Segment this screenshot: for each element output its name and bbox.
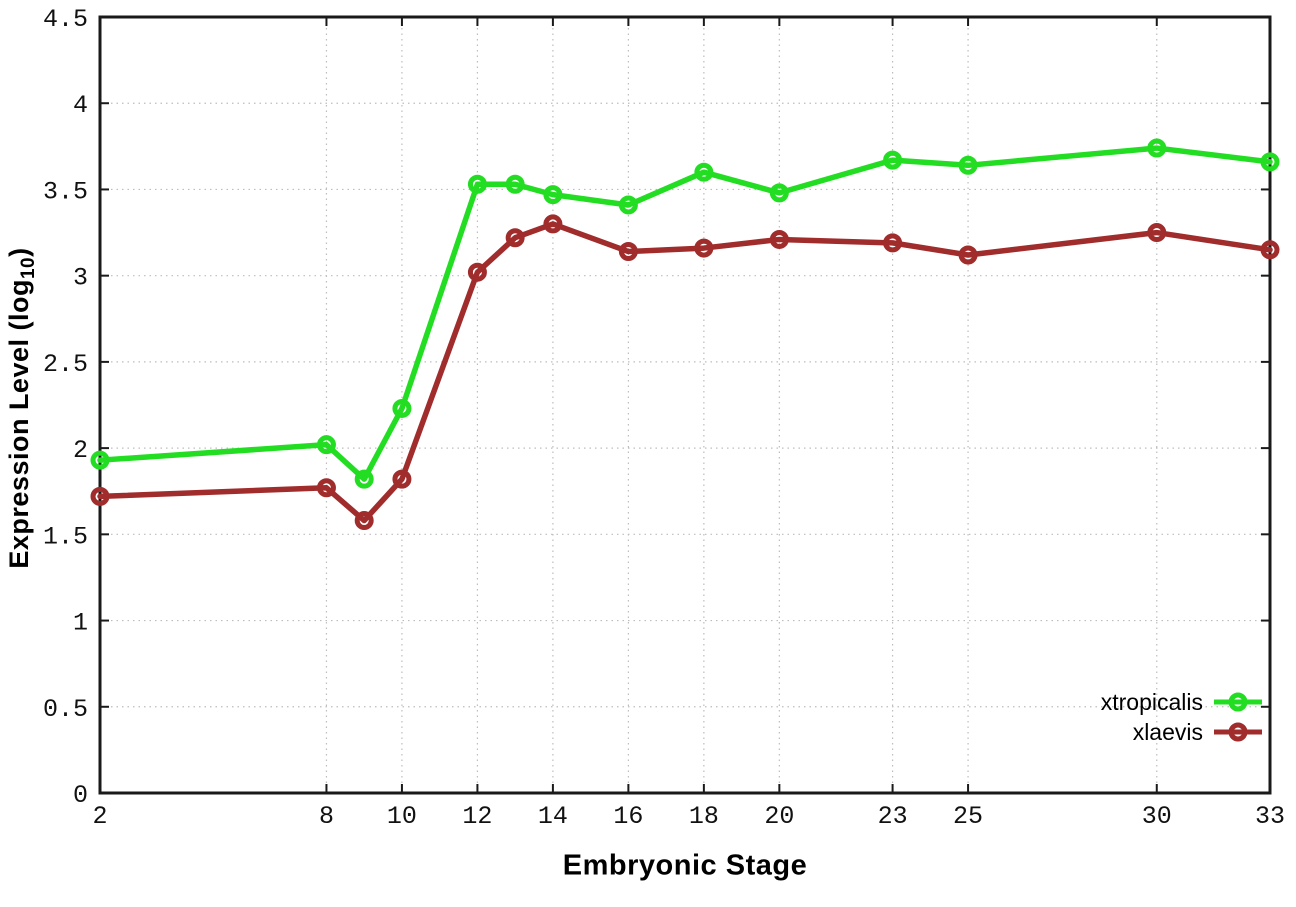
y-tick-label: 2 (73, 436, 88, 465)
legend-label-xlaevis: xlaevis (1132, 718, 1203, 745)
data-point-xlaevis (90, 486, 110, 506)
x-tick-label: 8 (319, 802, 334, 831)
x-tick-label: 18 (689, 802, 719, 831)
data-point-xlaevis (769, 229, 789, 249)
legend-item-xtropicalis: xtropicalis (1101, 688, 1264, 716)
y-tick-label: 3.5 (43, 177, 88, 206)
legend: xtropicalis xlaevis (1101, 688, 1264, 746)
x-tick-label: 10 (387, 802, 417, 831)
legend-item-xlaevis: xlaevis (1133, 718, 1264, 746)
data-point-xlaevis (618, 242, 638, 262)
data-point-xtropicalis (1147, 138, 1167, 158)
x-tick-label: 23 (878, 802, 908, 831)
data-point-xlaevis (958, 245, 978, 265)
x-tick-label: 16 (613, 802, 643, 831)
y-axis-title-end: ) (4, 247, 34, 257)
data-point-xlaevis (316, 478, 336, 498)
y-axis-title-main: Expression Level (log (4, 279, 34, 569)
data-point-xlaevis (505, 228, 525, 248)
plot-border (98, 15, 1272, 795)
y-tick-label: 2.5 (43, 350, 88, 379)
data-point-xtropicalis (883, 150, 903, 170)
y-axis-title: Expression Level (log10) (4, 247, 40, 568)
y-axis-title-subscript: 10 (18, 256, 39, 280)
data-point-xlaevis (1260, 240, 1280, 260)
y-tick-label: 3 (73, 264, 88, 293)
series-line-xtropicalis (97, 145, 1273, 482)
x-tick-label: 25 (953, 802, 983, 831)
x-tick-label: 33 (1255, 802, 1285, 831)
x-tick-label: 12 (462, 802, 492, 831)
data-point-xtropicalis (90, 450, 110, 470)
data-point-xlaevis (543, 214, 563, 234)
data-point-xlaevis (1147, 223, 1167, 243)
y-tick-label: 4 (73, 91, 88, 120)
x-tick-label: 2 (92, 802, 107, 831)
data-point-xtropicalis (694, 162, 714, 182)
x-tick-label: 30 (1142, 802, 1172, 831)
data-point-xtropicalis (316, 435, 336, 455)
series-line-xlaevis (97, 221, 1273, 524)
legend-sample-xtropicalis-icon (1214, 692, 1262, 712)
legend-label-xtropicalis: xtropicalis (1100, 688, 1203, 715)
data-point-xlaevis (392, 469, 412, 489)
y-tick-label: 4.5 (43, 5, 88, 34)
data-point-xlaevis (354, 511, 374, 531)
data-point-xtropicalis (505, 174, 525, 194)
data-point-xtropicalis (543, 185, 563, 205)
data-point-xtropicalis (354, 469, 374, 489)
data-point-xlaevis (694, 238, 714, 258)
data-point-xtropicalis (769, 183, 789, 203)
legend-sample-xlaevis-icon (1214, 722, 1262, 742)
y-tick-label: 1 (73, 609, 88, 638)
data-point-xtropicalis (958, 155, 978, 175)
x-axis-title: Embryonic Stage (562, 849, 808, 882)
data-point-xtropicalis (392, 398, 412, 418)
y-tick-label: 0.5 (43, 695, 88, 724)
x-tick-label: 20 (764, 802, 794, 831)
data-point-xlaevis (467, 262, 487, 282)
data-point-xtropicalis (1260, 152, 1280, 172)
y-tick-label: 1.5 (43, 522, 88, 551)
x-tick-label: 14 (538, 802, 568, 831)
data-point-xtropicalis (618, 195, 638, 215)
y-tick-label: 0 (73, 781, 88, 810)
data-point-xtropicalis (467, 174, 487, 194)
data-point-xlaevis (883, 233, 903, 253)
